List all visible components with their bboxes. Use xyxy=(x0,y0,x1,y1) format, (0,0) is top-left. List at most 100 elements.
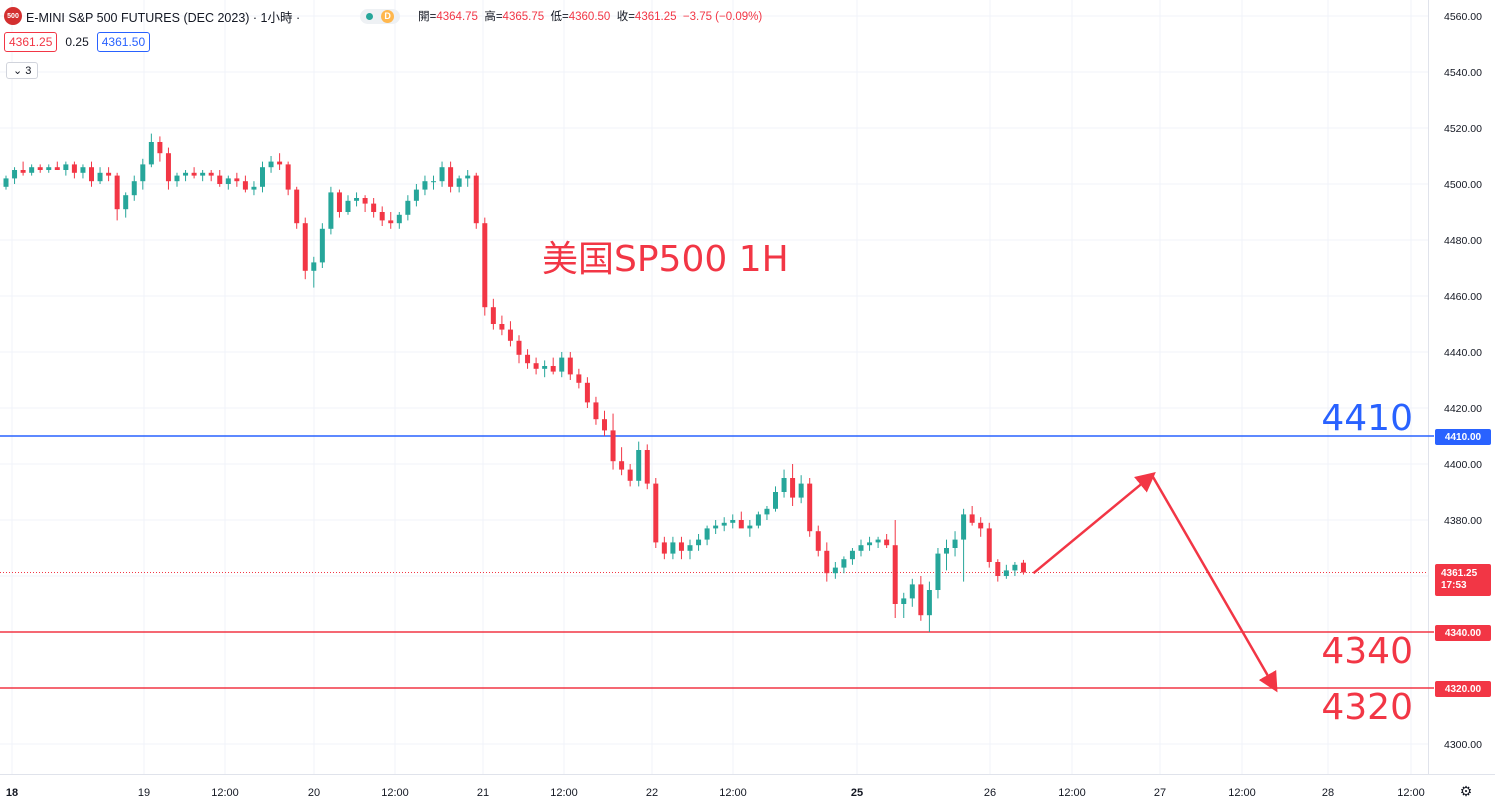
candle xyxy=(345,195,351,215)
candle xyxy=(807,478,813,537)
candle xyxy=(1003,564,1009,579)
candle-body xyxy=(208,172,214,176)
candle xyxy=(644,444,650,490)
candle-body xyxy=(131,181,137,196)
candle-body xyxy=(499,324,505,330)
bid-button[interactable]: 4361.25 xyxy=(4,32,58,52)
candle-body xyxy=(148,142,154,165)
candle-body xyxy=(439,167,445,182)
candle-body xyxy=(584,382,590,403)
candle xyxy=(208,170,214,182)
candle-body xyxy=(773,492,778,509)
candle-body xyxy=(1020,562,1026,573)
candle xyxy=(525,349,531,369)
candle-body xyxy=(225,178,231,184)
price-tag-4410: 4410.00 xyxy=(1435,429,1491,445)
last-price-tag: 4361.25 17:53 xyxy=(1435,564,1491,596)
candle xyxy=(302,217,308,280)
horizontal-lines xyxy=(0,435,1434,689)
candle-body xyxy=(961,514,967,540)
candle-body xyxy=(901,598,907,604)
projection-arrow-down xyxy=(1150,474,1278,693)
candle xyxy=(448,161,454,193)
chevron-down-icon: ⌄ xyxy=(13,65,23,77)
candle-body xyxy=(849,550,855,560)
candle xyxy=(661,536,667,560)
symbol-title[interactable]: E-MINI S&P 500 FUTURES (DEC 2023) · 1小時 … xyxy=(26,10,301,25)
candle xyxy=(251,181,257,196)
candle-body xyxy=(106,172,112,176)
ask-button[interactable]: 4361.50 xyxy=(96,32,151,52)
candlestick-series xyxy=(3,133,1026,632)
y-tick-label: 4300.00 xyxy=(1444,739,1482,751)
y-tick-label: 4440.00 xyxy=(1444,347,1482,359)
candle-body xyxy=(285,164,291,190)
candle-body xyxy=(644,450,650,484)
candle-body xyxy=(1012,564,1018,571)
candle-body xyxy=(89,167,94,182)
candle-body xyxy=(396,214,402,224)
candle-body xyxy=(593,402,599,420)
candle-body xyxy=(217,175,223,184)
candle-body xyxy=(413,189,419,201)
candle-body xyxy=(3,178,9,187)
x-tick-label: 12:00 xyxy=(381,787,409,799)
candle-body xyxy=(516,340,522,355)
candle xyxy=(285,161,291,196)
candle xyxy=(841,556,847,574)
candle-body xyxy=(456,178,462,187)
candle xyxy=(140,158,146,190)
bid-ask-quote: 4361.25 0.25 4361.50 xyxy=(4,32,151,52)
candle xyxy=(550,357,556,375)
market-status[interactable]: D xyxy=(360,8,401,24)
candle xyxy=(439,161,445,187)
candle xyxy=(1020,559,1026,575)
candle xyxy=(687,539,693,560)
candle-body xyxy=(944,548,949,554)
candle xyxy=(995,559,1001,582)
candle-body xyxy=(926,590,932,616)
candle xyxy=(405,195,411,221)
candle-body xyxy=(704,528,710,540)
x-tick-label: 22 xyxy=(646,787,658,799)
candle xyxy=(89,161,94,187)
candle xyxy=(901,592,907,618)
candle-body xyxy=(29,167,35,173)
candle-body xyxy=(576,374,582,383)
indicators-collapse-button[interactable]: ⌄ 3 xyxy=(6,62,39,79)
candle-body xyxy=(721,522,727,526)
gear-icon[interactable]: ⚙ xyxy=(1459,782,1473,799)
candle xyxy=(37,164,43,173)
delayed-data-icon: D xyxy=(381,9,395,23)
candle xyxy=(926,581,932,632)
candle xyxy=(884,534,890,548)
candle-body xyxy=(251,186,257,190)
chart-annotation-title[interactable]: 美国SP500 1H xyxy=(542,239,789,280)
candle-body xyxy=(550,366,556,372)
candle-body xyxy=(12,170,18,179)
candle-body xyxy=(533,363,539,369)
candle-body xyxy=(362,198,368,204)
candle xyxy=(516,335,522,364)
candle-body xyxy=(798,483,804,498)
candle-body xyxy=(388,220,394,224)
candle xyxy=(106,167,112,182)
candle xyxy=(713,520,719,534)
candle xyxy=(755,511,761,529)
y-tick-label: 4400.00 xyxy=(1444,459,1482,471)
candle-body xyxy=(636,450,642,481)
candle-body xyxy=(302,223,308,271)
candle-body xyxy=(918,584,924,616)
annotation-4320[interactable]: 4320 xyxy=(1321,687,1413,728)
x-tick-label: 12:00 xyxy=(1397,787,1425,799)
y-tick-label: 4380.00 xyxy=(1444,515,1482,527)
ohlc-legend: 開=4364.75 高=4365.75 低=4360.50 收=4361.25 … xyxy=(418,11,763,23)
candle-body xyxy=(260,167,265,187)
annotation-4410[interactable]: 4410 xyxy=(1321,398,1413,439)
candle xyxy=(234,172,240,187)
candle xyxy=(29,164,35,176)
candle-body xyxy=(627,469,633,481)
candle-body xyxy=(875,539,881,543)
annotation-4340[interactable]: 4340 xyxy=(1321,631,1413,672)
